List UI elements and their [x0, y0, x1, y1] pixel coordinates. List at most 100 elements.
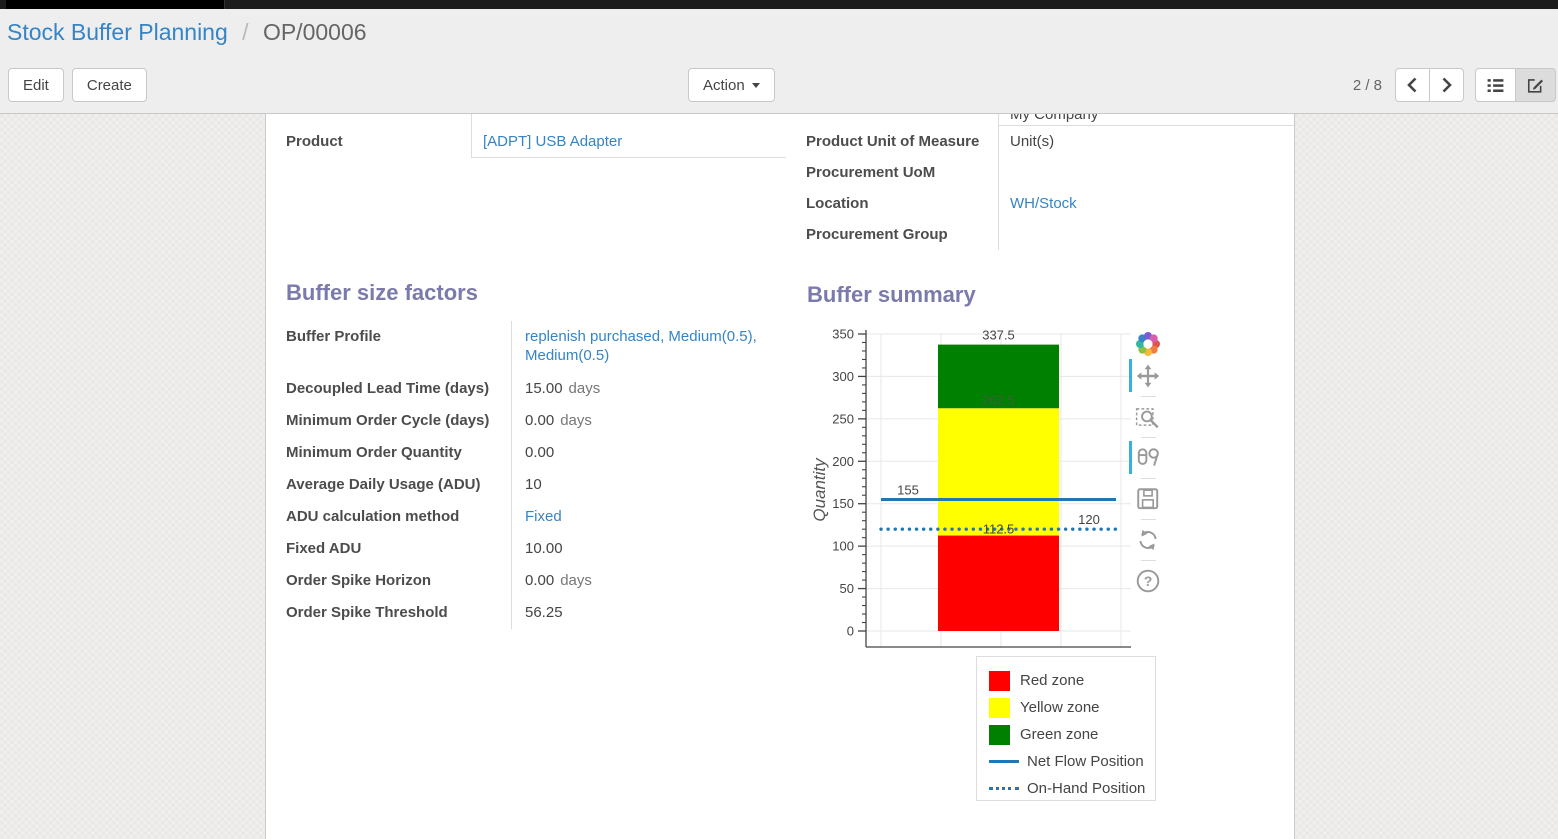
svg-text:Quantity: Quantity	[811, 457, 829, 522]
field-label-minimum-order-cycle-days: Minimum Order Cycle (days)	[286, 412, 490, 429]
field-text-minimum-order-cycle-days: 0.00	[525, 412, 555, 429]
svg-text:337.5: 337.5	[982, 328, 1015, 343]
field-text-fixed-adu: 10.00	[525, 540, 563, 557]
svg-text:112.5: 112.5	[983, 522, 1015, 537]
modebar-separator	[1140, 478, 1156, 479]
field-text-average-daily-usage-adu: 10	[525, 476, 542, 493]
field-suffix-order-spike-horizon: days	[560, 572, 592, 589]
breadcrumb-separator: /	[242, 19, 249, 45]
field-row-fixed-adu: Fixed ADU 10.00	[286, 533, 791, 565]
pan-icon[interactable]	[1129, 359, 1161, 392]
list-icon	[1487, 78, 1504, 92]
edit-button[interactable]: Edit	[8, 68, 64, 102]
group-logistics: My Company Product Unit of Measure Unit(s…	[806, 114, 1296, 250]
chevron-right-icon	[1442, 77, 1452, 93]
legend-item-red-zone[interactable]: Red zone	[989, 667, 1155, 694]
legend-item-yellow-zone[interactable]: Yellow zone	[989, 694, 1155, 721]
browser-topbar	[0, 0, 1558, 9]
legend-item-green-zone[interactable]: Green zone	[989, 721, 1155, 748]
help-icon[interactable]: ?	[1135, 568, 1161, 594]
field-value-order-spike-threshold: 56.25	[511, 597, 791, 629]
legend-item-on-hand-position[interactable]: On-Hand Position	[989, 775, 1155, 800]
field-row-product: Product [ADPT] USB Adapter	[286, 126, 786, 158]
control-panel: Stock Buffer Planning / OP/00006 Edit Cr…	[0, 9, 1558, 114]
buffer-summary-chart: 0 50 100 150 200 250 300 350 Quantity 337.5 262.5 1…	[810, 324, 1161, 659]
create-button[interactable]: Create	[71, 68, 147, 102]
legend-label-yellow-zone: Yellow zone	[1020, 699, 1100, 716]
field-label-procurement-group: Procurement Group	[806, 226, 948, 243]
plotly-logo-icon[interactable]	[1135, 331, 1161, 357]
green-zone-swatch	[989, 724, 1010, 745]
field-row-product-unit-of-measure: Product Unit of Measure Unit(s)	[806, 126, 1296, 157]
buffer-size-factors-title: Buffer size factors	[286, 280, 478, 305]
svg-text:262.5: 262.5	[982, 392, 1015, 407]
field-row-procurement-uom: Procurement UoM	[806, 157, 1296, 188]
yellow-zone-swatch	[989, 697, 1010, 718]
field-label-product: Product	[286, 133, 343, 150]
toolbar-center: Action	[688, 68, 775, 102]
svg-text:300: 300	[832, 369, 854, 384]
list-view-button[interactable]	[1475, 68, 1516, 102]
box-zoom-icon[interactable]	[1135, 404, 1161, 430]
field-text-order-spike-horizon: 0.00	[525, 572, 555, 589]
field-label-buffer-profile: Buffer Profile	[286, 328, 382, 345]
field-text-decoupled-lead-time-days: 15.00	[525, 380, 563, 397]
pager-buttons	[1395, 68, 1464, 102]
field-label-average-daily-usage-adu: Average Daily Usage (ADU)	[286, 476, 481, 493]
modebar-separator	[1140, 437, 1156, 438]
field-link-product[interactable]: [ADPT] USB Adapter	[483, 133, 623, 150]
group-product: Product [ADPT] USB Adapter	[286, 114, 786, 158]
form-view-button[interactable]	[1515, 68, 1556, 102]
modebar-separator	[1140, 396, 1156, 397]
field-value-minimum-order-quantity: 0.00	[511, 437, 791, 469]
view-switcher	[1475, 68, 1556, 102]
field-link-buffer-profile[interactable]: replenish purchased, Medium(0.5), Medium…	[525, 328, 757, 364]
caret-down-icon	[751, 83, 760, 89]
field-value-product-unit-of-measure: Unit(s)	[998, 126, 1296, 157]
svg-text:50: 50	[840, 581, 854, 596]
field-value-product: [ADPT] USB Adapter	[471, 126, 786, 158]
legend-label-red-zone: Red zone	[1020, 672, 1085, 689]
toolbar-left: Edit Create	[8, 68, 147, 102]
modebar-active-indicator	[1129, 441, 1132, 474]
breadcrumb-parent-link[interactable]: Stock Buffer Planning	[7, 19, 228, 45]
browser-tab	[6, 0, 225, 9]
field-value-location: WH/Stock	[998, 188, 1296, 219]
field-value-fixed-adu: 10.00	[511, 533, 791, 565]
field-row-buffer-profile: Buffer Profile replenish purchased, Mediu…	[286, 321, 791, 373]
legend-item-net-flow-position[interactable]: Net Flow Position	[989, 748, 1155, 775]
clipped-row: My Company	[806, 114, 1296, 126]
field-value-buffer-profile: replenish purchased, Medium(0.5), Medium…	[511, 321, 789, 373]
legend-label-net-flow-position: Net Flow Position	[1027, 753, 1144, 770]
pager-next-button[interactable]	[1429, 68, 1464, 102]
svg-text:120: 120	[1078, 512, 1100, 527]
pager-counter: 2 / 8	[1352, 76, 1382, 94]
field-value-decoupled-lead-time-days: 15.00 days	[511, 373, 791, 405]
field-label-decoupled-lead-time-days: Decoupled Lead Time (days)	[286, 380, 490, 397]
field-row-order-spike-threshold: Order Spike Threshold 56.25	[286, 597, 791, 629]
field-link-location[interactable]: WH/Stock	[1010, 195, 1077, 212]
clipped-row	[286, 114, 786, 126]
field-text-minimum-order-quantity: 0.00	[525, 444, 555, 461]
pager-previous-button[interactable]	[1395, 68, 1430, 102]
action-dropdown-button[interactable]: Action	[688, 68, 775, 102]
download-plot-icon[interactable]	[1135, 486, 1161, 512]
legend-label-green-zone: Green zone	[1020, 726, 1099, 743]
reset-axes-icon[interactable]	[1135, 527, 1161, 553]
net-flow-position-swatch	[989, 760, 1019, 763]
field-label-procurement-uom: Procurement UoM	[806, 164, 936, 181]
chevron-left-icon	[1407, 77, 1417, 93]
compare-hover-icon[interactable]	[1129, 441, 1161, 474]
field-value-average-daily-usage-adu: 10	[511, 469, 791, 501]
field-value-procurement-group	[998, 219, 1296, 250]
red-zone-swatch	[989, 670, 1010, 691]
chart-modebar: ?	[1129, 331, 1163, 600]
field-value-order-spike-horizon: 0.00 days	[511, 565, 791, 597]
svg-text:200: 200	[832, 454, 854, 469]
field-label-fixed-adu: Fixed ADU	[286, 540, 362, 557]
field-row-minimum-order-quantity: Minimum Order Quantity 0.00	[286, 437, 791, 469]
on-hand-position-swatch	[989, 787, 1019, 790]
field-link-adu-calculation-method[interactable]: Fixed	[525, 508, 562, 525]
field-label-product-unit-of-measure: Product Unit of Measure	[806, 133, 980, 150]
